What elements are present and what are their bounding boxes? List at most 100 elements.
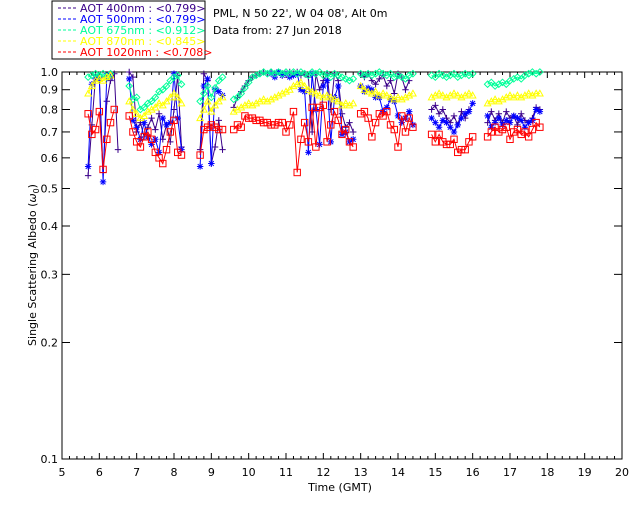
data-point-marker xyxy=(207,93,216,102)
x-tick-label: 13 xyxy=(354,466,368,479)
x-tick-label: 6 xyxy=(96,466,103,479)
series-group xyxy=(84,68,544,186)
data-point-marker xyxy=(376,94,383,101)
data-point-marker xyxy=(162,82,171,90)
data-point-marker xyxy=(491,82,499,90)
data-point-marker xyxy=(143,107,152,115)
x-tick-label: 8 xyxy=(171,466,178,479)
series-line xyxy=(199,96,223,119)
data-point-marker xyxy=(323,77,331,84)
data-point-marker xyxy=(356,110,365,118)
data-point-marker xyxy=(215,125,223,134)
data-point-marker xyxy=(99,76,108,84)
data-point-marker xyxy=(535,89,544,97)
data-point-marker xyxy=(263,118,272,127)
data-point-marker xyxy=(199,105,208,113)
data-point-marker xyxy=(345,101,354,109)
data-point-marker xyxy=(144,133,152,141)
data-point-marker xyxy=(341,99,350,107)
data-point-marker xyxy=(536,123,544,131)
data-point-marker xyxy=(405,71,414,80)
data-point-marker xyxy=(350,128,357,136)
x-axis: 5 6 7 8 9 10 11 12 13 14 15 16 17 18 19 20 xyxy=(59,72,629,479)
data-point-marker xyxy=(371,118,380,127)
data-point-marker xyxy=(491,95,500,103)
legend-box xyxy=(51,0,206,60)
data-point-marker xyxy=(300,69,309,78)
x-tick-label: 15 xyxy=(428,466,442,479)
data-point-marker xyxy=(211,143,219,151)
data-point-marker xyxy=(140,103,149,112)
data-point-marker xyxy=(170,73,178,82)
series-line xyxy=(431,133,474,154)
legend-label: AOT 1020nm : <0.708> xyxy=(80,46,213,59)
data-point-marker xyxy=(503,108,510,115)
data-point-marker xyxy=(513,73,522,82)
data-point-marker xyxy=(129,128,137,136)
x-tick-label: 9 xyxy=(208,466,215,479)
x-tick-label: 18 xyxy=(540,466,554,479)
plot-frame xyxy=(61,71,623,460)
data-point-marker xyxy=(279,72,286,79)
data-point-marker xyxy=(267,68,275,76)
legend-entry: AOT 870nm : <0.845> xyxy=(58,35,206,48)
data-point-marker xyxy=(379,69,387,78)
data-point-marker xyxy=(524,69,533,78)
data-point-marker xyxy=(237,89,246,98)
y-tick-label: 0.3 xyxy=(41,268,59,281)
data-point-marker xyxy=(204,75,211,83)
y-tick-label: 0.2 xyxy=(41,337,59,350)
data-point-marker xyxy=(155,149,163,156)
data-point-marker xyxy=(372,94,379,101)
data-point-marker xyxy=(439,106,446,113)
data-point-marker xyxy=(402,114,409,122)
data-point-marker xyxy=(379,89,388,97)
data-point-marker xyxy=(327,121,335,129)
data-point-marker xyxy=(435,69,443,78)
data-point-marker xyxy=(517,130,525,139)
data-point-marker xyxy=(338,110,346,117)
data-point-marker xyxy=(488,108,495,115)
y-axis-title-omega: ω xyxy=(26,193,39,202)
data-point-marker xyxy=(229,107,238,115)
data-point-marker xyxy=(304,71,313,80)
data-point-marker xyxy=(435,89,444,97)
data-point-marker xyxy=(300,81,309,90)
legend-entry: AOT 675nm : <0.912> xyxy=(58,24,206,37)
data-point-marker xyxy=(521,124,529,131)
legend-label: AOT 500nm : <0.799> xyxy=(80,13,206,26)
data-point-marker xyxy=(375,68,384,76)
data-point-marker xyxy=(401,128,410,136)
data-point-marker xyxy=(334,97,343,105)
data-point-marker xyxy=(535,68,544,76)
data-point-marker xyxy=(200,70,208,77)
data-point-marker xyxy=(462,110,469,117)
data-point-marker xyxy=(427,71,436,80)
data-point-marker xyxy=(382,91,391,99)
data-point-marker xyxy=(152,126,159,133)
data-point-marker xyxy=(136,113,145,122)
data-point-marker xyxy=(230,125,238,134)
data-point-marker xyxy=(432,119,439,126)
data-point-marker xyxy=(510,112,517,120)
data-point-marker xyxy=(147,135,156,144)
data-point-marker xyxy=(532,118,540,127)
legend-entry: AOT 1020nm : <0.708> xyxy=(58,46,213,59)
data-point-marker xyxy=(357,82,364,90)
data-point-marker xyxy=(383,82,390,90)
data-point-marker xyxy=(308,68,317,76)
data-point-marker xyxy=(529,117,536,124)
data-point-marker xyxy=(398,119,405,126)
series-4 xyxy=(84,71,544,122)
data-point-marker xyxy=(442,73,451,82)
x-tick-label: 7 xyxy=(133,466,140,479)
data-point-marker xyxy=(126,75,133,83)
data-point-marker xyxy=(84,73,93,82)
data-point-marker xyxy=(296,78,305,86)
y-tick-label: 1.0 xyxy=(41,66,59,79)
data-point-marker xyxy=(240,101,249,109)
data-point-marker xyxy=(487,128,496,136)
data-point-marker xyxy=(255,69,264,78)
data-point-marker xyxy=(330,95,339,103)
data-point-marker xyxy=(323,138,331,146)
